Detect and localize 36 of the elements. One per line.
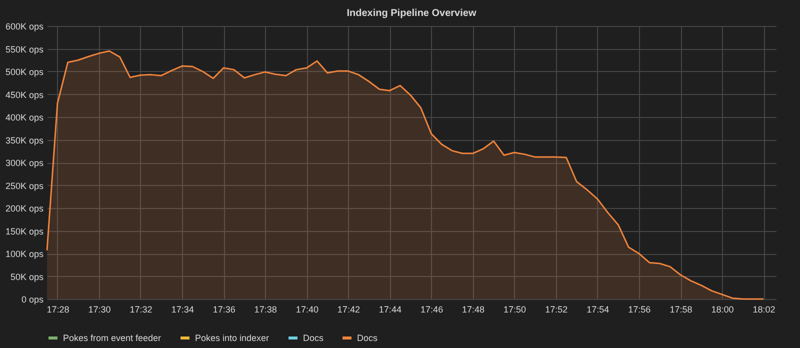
x-tick-label: 17:34: [171, 304, 194, 314]
legend-label: Docs: [357, 333, 378, 343]
y-tick-label: 250K ops: [5, 180, 44, 191]
x-tick-label: 17:32: [130, 304, 152, 314]
y-tick-label: 100K ops: [5, 249, 44, 259]
legend-label: Pokes into indexer: [195, 333, 270, 343]
legend-label: Docs: [303, 333, 324, 343]
y-tick-label: 150K ops: [5, 226, 44, 236]
x-tick-label: 17:30: [88, 304, 111, 314]
y-tick-label: 550K ops: [5, 44, 44, 54]
legend-label: Pokes from event feeder: [63, 333, 162, 343]
x-tick-label: 17:58: [670, 304, 692, 314]
y-tick-label: 0 ops: [21, 294, 44, 304]
x-tick-label: 17:56: [628, 304, 651, 314]
x-tick-label: 17:48: [462, 304, 485, 314]
y-tick-label: 50K ops: [10, 272, 44, 282]
y-tick-label: 500K ops: [5, 67, 44, 77]
x-tick-label: 17:50: [504, 304, 526, 314]
x-tick-label: 17:54: [586, 304, 610, 314]
x-tick-label: 17:40: [296, 304, 318, 314]
y-tick-label: 200K ops: [5, 204, 44, 214]
x-tick-label: 17:46: [420, 304, 444, 314]
x-tick-label: 18:00: [711, 304, 734, 314]
x-tick-label: 17:42: [337, 304, 360, 314]
x-tick-label: 17:28: [46, 304, 70, 314]
y-tick-label: 600K ops: [5, 22, 44, 32]
x-tick-label: 18:02: [752, 304, 776, 314]
y-tick-label: 400K ops: [5, 112, 44, 122]
x-tick-label: 17:36: [212, 304, 236, 314]
y-tick-label: 450K ops: [5, 90, 44, 100]
x-tick-label: 17:52: [545, 304, 568, 314]
y-tick-label: 350K ops: [5, 135, 44, 146]
chart-title: Indexing Pipeline Overview: [346, 8, 476, 19]
x-tick-label: 17:44: [378, 304, 402, 314]
x-tick-label: 17:38: [254, 304, 277, 314]
y-tick-label: 300K ops: [5, 158, 44, 168]
